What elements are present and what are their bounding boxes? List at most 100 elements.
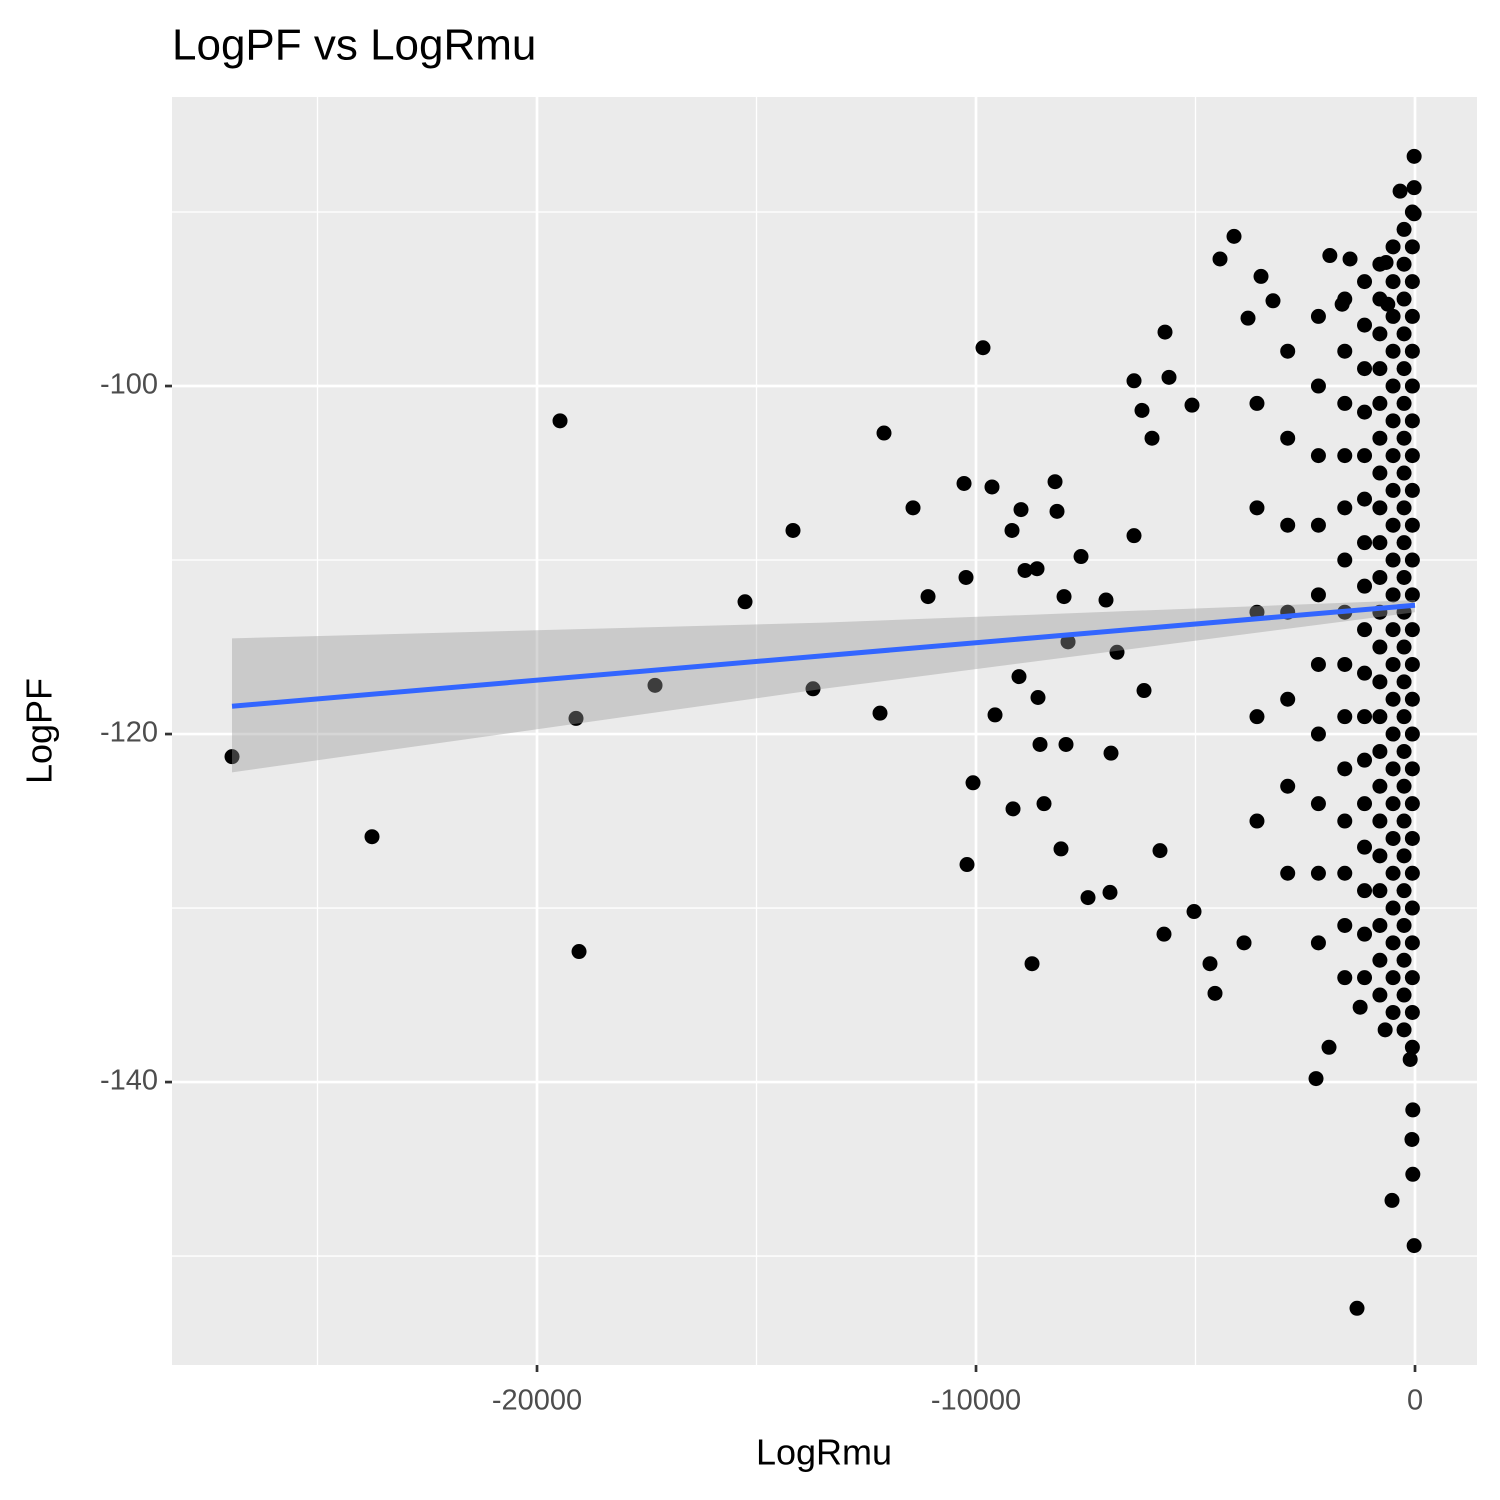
point	[1404, 308, 1420, 324]
point	[1357, 665, 1373, 681]
point	[1385, 726, 1401, 742]
point	[1372, 674, 1388, 690]
point	[1372, 778, 1388, 794]
point	[1098, 592, 1114, 608]
point	[1226, 228, 1242, 244]
point	[1310, 517, 1326, 533]
point	[1337, 552, 1353, 568]
point	[1029, 561, 1045, 577]
point	[1053, 841, 1069, 857]
point	[1036, 796, 1052, 812]
point	[956, 475, 972, 491]
point	[1396, 743, 1412, 759]
point	[1310, 656, 1326, 672]
y-tick-label: -100	[100, 369, 158, 401]
point	[1357, 752, 1373, 768]
point	[965, 775, 981, 791]
point	[1406, 148, 1422, 164]
point	[568, 710, 584, 726]
fit-line	[231, 602, 1416, 709]
point	[1396, 256, 1412, 272]
point	[1337, 709, 1353, 725]
point	[1372, 952, 1388, 968]
point	[1212, 251, 1228, 267]
point	[1310, 308, 1326, 324]
point	[1396, 883, 1412, 899]
point	[1249, 395, 1265, 411]
point	[1385, 343, 1401, 359]
point	[1357, 796, 1373, 812]
point	[1404, 517, 1420, 533]
point	[1357, 404, 1373, 420]
point	[1184, 397, 1200, 413]
point	[1126, 528, 1142, 544]
point	[1404, 935, 1420, 951]
point	[1392, 183, 1408, 199]
point	[959, 857, 975, 873]
point	[1404, 343, 1420, 359]
point	[1310, 935, 1326, 951]
point	[1161, 369, 1177, 385]
point	[1385, 1004, 1401, 1020]
point	[1385, 517, 1401, 533]
point	[1249, 500, 1265, 516]
point	[1385, 587, 1401, 603]
point	[1337, 395, 1353, 411]
point	[1372, 813, 1388, 829]
point	[1357, 622, 1373, 638]
point	[1404, 761, 1420, 777]
point	[1024, 956, 1040, 972]
point	[1396, 848, 1412, 864]
point	[1103, 745, 1119, 761]
point	[1186, 904, 1202, 920]
point	[1337, 917, 1353, 933]
point	[1372, 361, 1388, 377]
point	[1357, 970, 1373, 986]
point	[1032, 736, 1048, 752]
y-axis-title: LogPF	[19, 678, 60, 784]
point	[1396, 221, 1412, 237]
point	[1372, 709, 1388, 725]
point	[1396, 430, 1412, 446]
point	[1396, 813, 1412, 829]
point	[1337, 970, 1353, 986]
point	[1385, 622, 1401, 638]
point	[1017, 562, 1033, 578]
point	[1357, 883, 1373, 899]
point	[920, 589, 936, 605]
point	[987, 707, 1003, 723]
point	[1144, 430, 1160, 446]
point	[1404, 1131, 1420, 1147]
point	[1357, 274, 1373, 290]
point	[1102, 884, 1118, 900]
point	[1396, 500, 1412, 516]
point	[1253, 268, 1269, 284]
point	[1357, 839, 1373, 855]
point	[1060, 634, 1076, 650]
point	[1310, 726, 1326, 742]
point	[958, 569, 974, 585]
point	[1404, 830, 1420, 846]
point	[1404, 622, 1420, 638]
point	[1322, 248, 1338, 264]
point	[1385, 935, 1401, 951]
point	[1396, 326, 1412, 342]
y-tick-label: -120	[100, 717, 158, 749]
point	[1157, 324, 1173, 340]
point	[1310, 796, 1326, 812]
point	[1404, 378, 1420, 394]
point	[1310, 448, 1326, 464]
point	[1372, 883, 1388, 899]
point	[1337, 448, 1353, 464]
point	[1337, 813, 1353, 829]
point	[1280, 778, 1296, 794]
point	[1404, 448, 1420, 464]
point	[224, 749, 240, 765]
point	[1405, 1102, 1421, 1118]
point	[905, 500, 921, 516]
point	[1357, 317, 1373, 333]
point	[1005, 801, 1021, 817]
point	[1280, 343, 1296, 359]
point	[1372, 430, 1388, 446]
point	[1265, 293, 1281, 309]
